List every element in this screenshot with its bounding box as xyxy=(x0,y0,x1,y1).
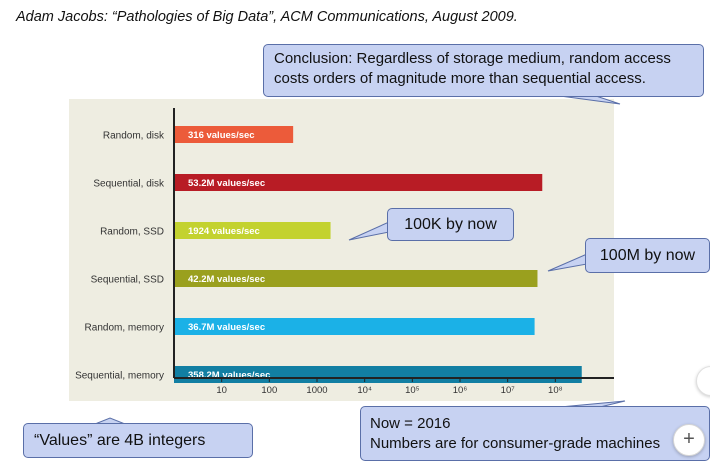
bar-random-memory xyxy=(174,318,535,335)
category-label-sequential-disk: Sequential, disk xyxy=(93,179,165,190)
category-label-random-memory: Random, memory xyxy=(85,323,164,334)
consumer-machines-line: Numbers are for consumer-grade machines xyxy=(370,435,661,452)
bar-label-sequential-ssd: 42.2M values/sec xyxy=(188,274,265,285)
x-tick-label-100000: 10⁵ xyxy=(405,385,420,396)
now-year-line: Now = 2016 xyxy=(370,415,451,432)
x-tick-label-100: 100 xyxy=(261,385,277,396)
values-definition-callout: “Values” are 4B integers xyxy=(23,423,253,458)
conclusion-callout: Conclusion: Regardless of storage medium… xyxy=(263,44,704,97)
access-speed-chart-svg: Random, disk 316 values/sec Sequential, di… xyxy=(75,108,614,396)
bar-sequential-ssd xyxy=(174,270,538,287)
bar-random-ssd xyxy=(174,222,331,239)
x-tick-label-1000: 1000 xyxy=(306,385,327,396)
bar-label-random-ssd: 1924 values/sec xyxy=(188,226,260,237)
random-ssd-callout: 100K by now xyxy=(387,208,514,241)
bar-label-sequential-disk: 53.2M values/sec xyxy=(188,178,265,189)
category-label-sequential-memory: Sequential, memory xyxy=(75,371,164,382)
sequential-ssd-callout: 100M by now xyxy=(585,238,710,273)
x-tick-label-10000: 10⁴ xyxy=(357,385,372,396)
x-tick-label-1000000: 10⁶ xyxy=(453,385,468,396)
x-tick-label-10000000: 10⁷ xyxy=(501,385,516,396)
category-label-sequential-ssd: Sequential, SSD xyxy=(91,275,164,286)
add-button[interactable]: + xyxy=(673,424,705,456)
access-speed-chart: Random, disk 316 values/sec Sequential, di… xyxy=(69,99,614,401)
x-tick-label-10: 10 xyxy=(216,385,227,396)
category-label-random-disk: Random, disk xyxy=(103,131,165,142)
now-2016-callout: Now = 2016 Numbers are for consumer-grad… xyxy=(360,406,710,461)
bar-label-sequential-memory: 358.2M values/sec xyxy=(188,370,270,381)
bar-label-random-memory: 36.7M values/sec xyxy=(188,322,265,333)
bar-sequential-disk xyxy=(174,174,543,191)
category-label-random-ssd: Random, SSD xyxy=(100,227,164,238)
bar-label-random-disk: 316 values/sec xyxy=(188,130,255,141)
x-tick-label-100000000: 10⁸ xyxy=(548,385,563,396)
bar-random-disk xyxy=(174,126,294,143)
citation: Adam Jacobs: “Pathologies of Big Data”, … xyxy=(16,9,518,25)
